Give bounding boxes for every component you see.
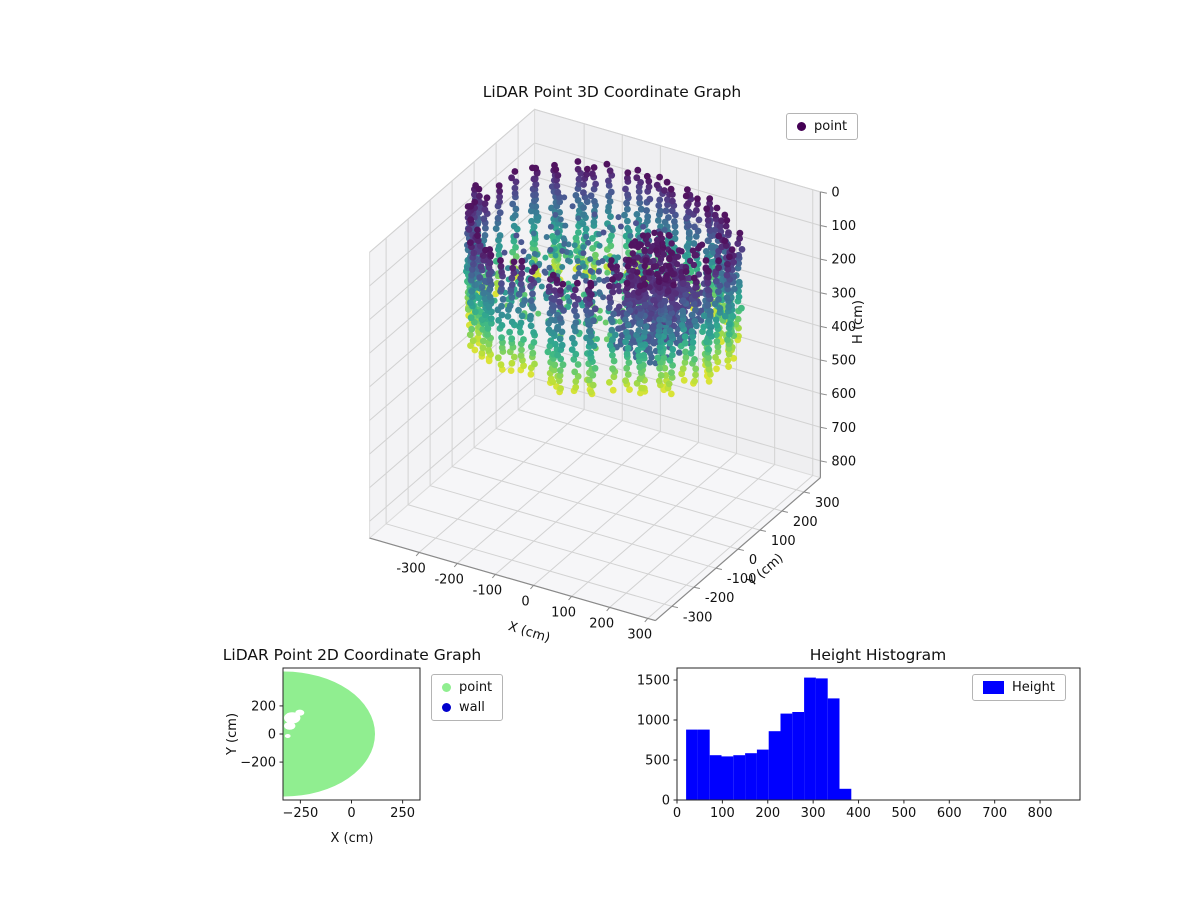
x2d-axis-label: X (cm) — [331, 831, 374, 846]
y2d-axis-label: Y (cm) — [225, 713, 240, 756]
legend-entry-point: point — [442, 680, 492, 695]
tick-label: -200 — [434, 572, 464, 587]
hist-bar — [792, 712, 805, 800]
tick-label: 0 — [831, 185, 839, 200]
tick-label: −200 — [240, 756, 276, 771]
point-cloud-2d — [283, 671, 375, 797]
tick-label: 500 — [645, 754, 670, 769]
tick-label: 0 — [521, 594, 529, 609]
tick-label: 300 — [831, 286, 856, 301]
tick-label: 600 — [937, 806, 962, 821]
legend-label: point — [459, 680, 493, 695]
hist-bar — [827, 698, 840, 800]
tick-label: 200 — [793, 515, 818, 530]
axes3d-ticks: -300 -200 -100 0 100 200 300 -300 -200 -100 0 100 20… — [396, 185, 856, 642]
tick-label: 200 — [755, 806, 780, 821]
hist-bar — [697, 729, 710, 800]
tick-label: 400 — [846, 806, 871, 821]
tick-label: 200 — [831, 253, 856, 268]
hist-bar — [721, 756, 734, 800]
hist-bar — [756, 749, 769, 800]
hist-bar — [815, 678, 828, 800]
legend-entry-height: Height — [983, 680, 1055, 695]
hist-bar — [839, 788, 852, 800]
point-cloud-3d — [463, 158, 746, 398]
tick-label: 500 — [831, 354, 856, 369]
hist-ticks: 0 100 200 300 400 500 600 700 800 0 500 1000 1500 — [637, 674, 1053, 822]
plot2d-title: LiDAR Point 2D Coordinate Graph — [223, 646, 481, 664]
tick-label: 1000 — [637, 714, 670, 729]
hist-bar — [745, 753, 757, 800]
tick-label: 0 — [749, 553, 757, 568]
tick-label: −250 — [283, 806, 319, 821]
hist-bar — [733, 755, 746, 800]
tick-label: 400 — [831, 320, 856, 335]
x3d-axis-label: X (cm) — [506, 619, 552, 646]
tick-label: 100 — [551, 605, 576, 620]
tick-label: -200 — [705, 591, 735, 606]
hist-bar — [768, 731, 781, 800]
plot2d-legend: point wall — [431, 674, 504, 721]
tick-label: 1500 — [637, 674, 670, 689]
tick-label: 800 — [1028, 806, 1053, 821]
tick-label: -300 — [683, 610, 713, 625]
legend-entry-point: point — [797, 119, 847, 134]
hist-bar — [686, 729, 698, 800]
hist-bar — [780, 713, 793, 800]
plot2d: −250 0 250 −200 0 200 — [240, 667, 421, 821]
tick-label: 300 — [801, 806, 826, 821]
tick-label: 100 — [831, 219, 856, 234]
hist-bar — [804, 677, 816, 800]
hist-title: Height Histogram — [810, 646, 947, 664]
tick-label: 0 — [268, 728, 276, 743]
tick-label: -300 — [396, 561, 426, 576]
legend-label: wall — [459, 700, 485, 715]
histogram-legend: Height — [972, 674, 1066, 701]
hist-frame — [676, 667, 1081, 801]
tick-label: 700 — [831, 421, 856, 436]
hist-bars — [686, 677, 852, 800]
tick-label: 0 — [662, 794, 670, 809]
tick-label: -100 — [473, 583, 503, 598]
tick-label: 600 — [831, 387, 856, 402]
tick-label: 300 — [815, 496, 840, 511]
tick-label: 250 — [390, 806, 415, 821]
tick-label: 100 — [710, 806, 735, 821]
hist-bar — [709, 755, 722, 800]
tick-label: 0 — [347, 806, 355, 821]
tick-label: 500 — [891, 806, 916, 821]
legend-entry-wall: wall — [442, 700, 492, 715]
axes2d-ticks: −250 0 250 −200 0 200 — [240, 699, 415, 821]
tick-label: -100 — [727, 572, 757, 587]
wall-marker-icon — [442, 703, 451, 712]
plot3d-legend: point — [786, 113, 859, 140]
plot3d-title: LiDAR Point 3D Coordinate Graph — [483, 83, 741, 101]
tick-label: 0 — [673, 806, 681, 821]
tick-label: 200 — [251, 699, 276, 714]
plot3d: -300 -200 -100 0 100 200 300 -300 -200 -100 0 100 20… — [368, 108, 856, 642]
tick-label: 100 — [771, 534, 796, 549]
legend-label: point — [814, 119, 848, 134]
point-marker-icon — [442, 683, 451, 692]
h3d-axis-label: H (cm) — [851, 300, 866, 344]
tick-label: 700 — [982, 806, 1007, 821]
tick-label: 200 — [589, 616, 614, 631]
point-marker-icon — [797, 122, 806, 131]
tick-label: 300 — [627, 627, 652, 642]
legend-label: Height — [1012, 680, 1055, 695]
tick-label: 800 — [831, 454, 856, 469]
height-bar-marker-icon — [983, 681, 1004, 694]
